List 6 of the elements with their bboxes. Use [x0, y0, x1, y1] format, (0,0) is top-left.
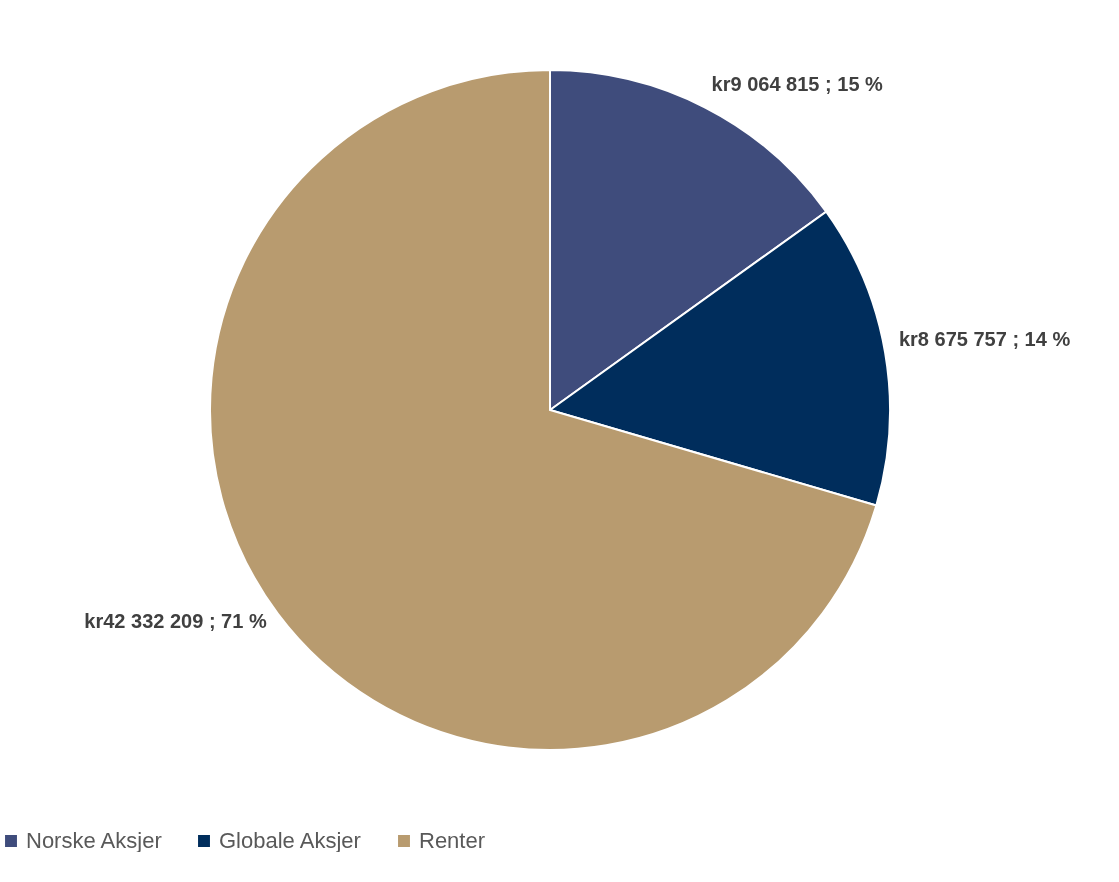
legend-label: Renter [419, 828, 486, 853]
data-label: kr42 332 209 ; 71 % [84, 610, 267, 633]
legend-label: Norske Aksjer [26, 828, 162, 853]
data-label: kr9 064 815 ; 15 % [711, 73, 884, 96]
legend-label: Globale Aksjer [219, 828, 361, 853]
data-label: kr8 675 757 ; 14 % [898, 328, 1071, 351]
